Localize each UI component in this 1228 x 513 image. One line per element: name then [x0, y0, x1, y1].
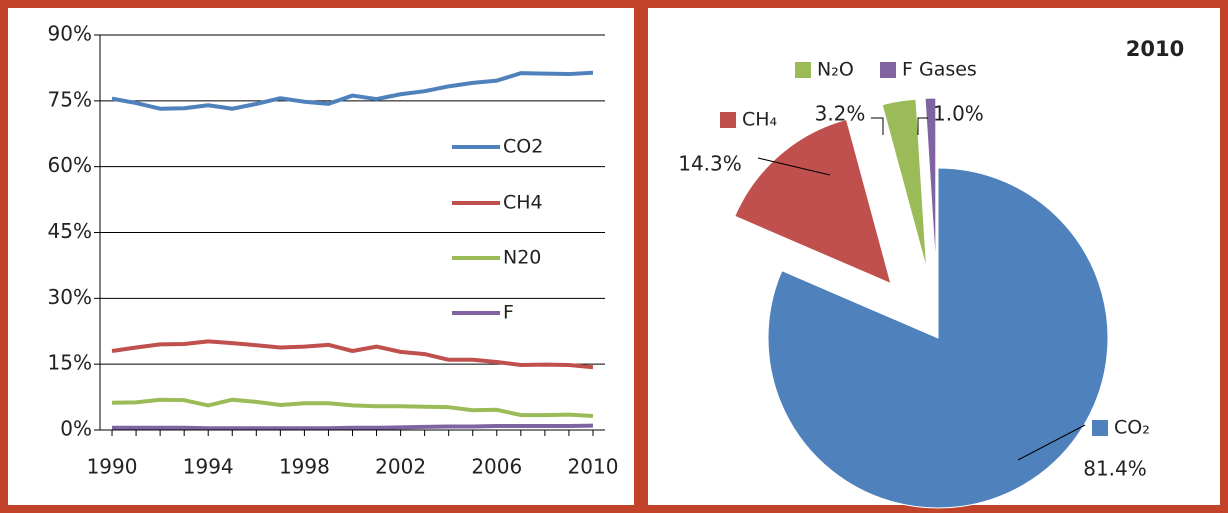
y-tick-label: 15% — [48, 351, 92, 375]
legend-swatch — [1092, 420, 1108, 436]
pie-title: 2010 — [1126, 37, 1184, 61]
x-tick-label: 1994 — [183, 455, 234, 479]
pie-slice — [881, 98, 928, 270]
pie-slice — [924, 97, 937, 269]
x-tick-label: 2010 — [568, 455, 619, 479]
legend-swatch — [880, 62, 896, 78]
y-tick-label: 90% — [48, 22, 92, 46]
slice-label: CO₂ — [1114, 417, 1150, 439]
slice-label: CH₄ — [742, 109, 778, 131]
legend-label: CH4 — [503, 192, 543, 214]
slice-label: F Gases — [902, 59, 977, 81]
line-panel — [8, 8, 634, 505]
value-label: 81.4% — [1083, 457, 1147, 481]
legend-label: N20 — [503, 247, 541, 269]
x-tick-label: 1998 — [279, 455, 330, 479]
pie-slice — [767, 167, 1109, 509]
y-tick-label: 0% — [60, 417, 92, 441]
x-tick-label: 2002 — [375, 455, 426, 479]
legend-swatch — [720, 112, 736, 128]
leader-line — [917, 117, 928, 135]
value-label: 3.2% — [815, 102, 866, 126]
series-line — [111, 397, 594, 418]
series-line — [111, 339, 594, 370]
leader-line — [1017, 424, 1086, 461]
y-tick-label: 75% — [48, 87, 92, 111]
leader-line — [871, 117, 884, 135]
series-line — [112, 423, 594, 431]
value-label: 14.3% — [678, 152, 742, 176]
value-label: 1.0% — [933, 102, 984, 126]
slice-label: N₂O — [817, 59, 854, 81]
y-tick-label: 30% — [48, 285, 92, 309]
legend-label: CO2 — [503, 136, 543, 158]
y-tick-label: 60% — [48, 153, 92, 177]
x-tick-label: 2006 — [471, 455, 522, 479]
series-line — [111, 70, 594, 111]
x-tick-label: 1990 — [87, 455, 138, 479]
pie-slice — [734, 118, 892, 285]
legend-swatch — [795, 62, 811, 78]
y-tick-label: 45% — [48, 219, 92, 243]
leader-line — [757, 157, 831, 176]
legend-label: F — [503, 302, 514, 324]
